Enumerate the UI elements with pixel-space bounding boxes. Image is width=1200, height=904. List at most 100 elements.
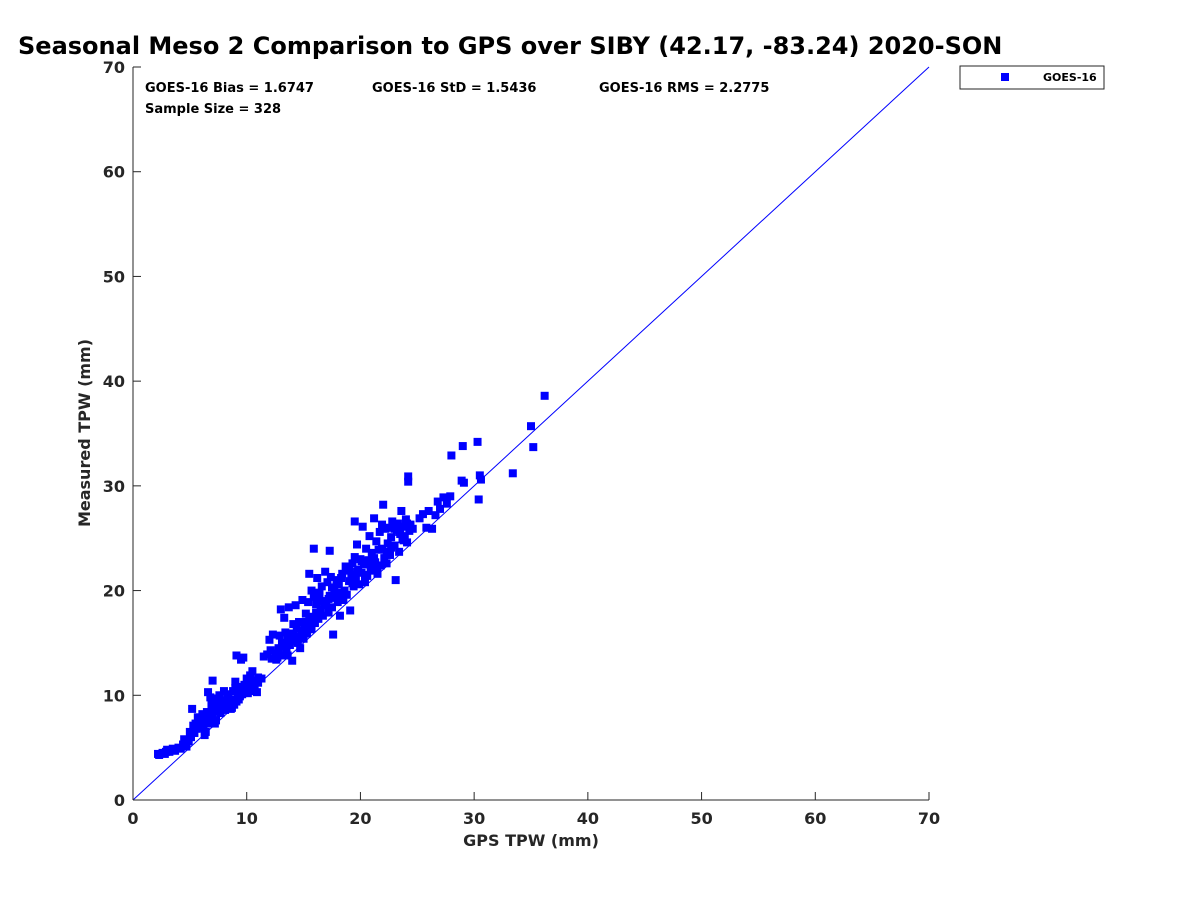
data-point [387,533,396,542]
data-point [296,644,305,653]
data-point [459,478,468,487]
data-point [357,557,366,566]
data-point [371,558,380,567]
data-point [395,527,404,536]
data-point [383,539,392,548]
data-point [474,495,483,504]
data-point [273,653,282,662]
data-point [328,583,336,592]
data-point [348,579,357,588]
data-point [186,733,195,742]
data-point [284,603,293,612]
stat-std: GOES-16 StD = 1.5436 [372,81,536,96]
x-tick-label: 60 [804,809,826,828]
data-point [289,620,298,629]
data-point [353,540,362,549]
data-point [200,731,209,740]
data-point [215,702,224,711]
data-point [313,574,322,583]
data-point [223,693,232,702]
data-point [360,578,369,587]
data-point [415,514,424,523]
data-point [301,609,310,618]
data-point [190,728,199,737]
data-point [384,523,393,532]
reference-line-layer [132,66,930,801]
data-point [231,683,240,692]
data-point [216,709,225,718]
data-point [246,671,255,680]
data-point [281,628,290,637]
y-axis-ticks: 0 10 20 30 40 50 60 70 [103,58,141,810]
data-point [309,544,318,553]
data-point [282,647,291,656]
data-point [193,713,202,722]
data-point [312,608,321,617]
data-point [341,562,350,571]
x-axis-ticks: 0 10 20 30 40 50 60 70 [127,792,940,828]
y-tick-label: 70 [103,58,125,77]
data-point [527,422,535,431]
x-axis-label: GPS TPW (mm) [463,831,599,850]
y-tick-label: 0 [114,791,125,810]
data-point [350,517,359,526]
data-point [408,524,417,533]
legend-marker-square [1001,73,1009,81]
y-axis-label: Measured TPW (mm) [75,339,94,527]
x-tick-label: 10 [236,809,258,828]
data-point [280,613,289,622]
data-point [182,742,191,751]
data-point [370,554,379,563]
data-point [332,576,341,585]
data-point [373,564,382,573]
data-point [329,630,338,639]
data-point [508,469,517,478]
data-point [314,614,323,623]
data-point [271,649,280,658]
data-point [320,598,329,607]
data-point [326,572,335,581]
data-point [298,595,307,604]
data-point [181,738,190,747]
data-point [304,598,313,607]
data-point [447,451,456,460]
data-point [300,622,309,631]
data-point [390,524,399,533]
stat-sample-size: Sample Size = 328 [145,102,281,117]
y-tick-label: 40 [103,372,125,391]
data-point [345,566,354,575]
data-point [418,510,427,519]
data-point [275,631,284,640]
data-point [302,617,311,626]
data-point [321,567,330,576]
data-point [316,605,325,614]
data-point [399,536,408,545]
data-point [214,697,223,706]
data-point [351,575,360,584]
data-point [404,472,413,481]
x-tick-label: 70 [918,809,940,828]
y-tick-label: 20 [103,582,125,601]
data-point [210,719,219,728]
data-point [257,674,266,683]
data-point [235,682,244,691]
data-point [373,569,382,578]
data-point [529,443,538,452]
data-point [436,504,445,513]
y-tick-label: 10 [103,686,125,705]
data-point [347,570,356,579]
data-point [404,477,413,486]
data-point [293,638,302,647]
data-point [338,569,347,578]
data-point [276,605,285,614]
data-point [299,634,308,643]
data-point [235,692,244,701]
data-point [348,559,357,568]
data-point [442,499,451,508]
data-point [249,685,258,694]
data-point [219,701,228,710]
data-point [285,641,294,650]
data-point [315,588,324,597]
data-point [283,651,292,660]
